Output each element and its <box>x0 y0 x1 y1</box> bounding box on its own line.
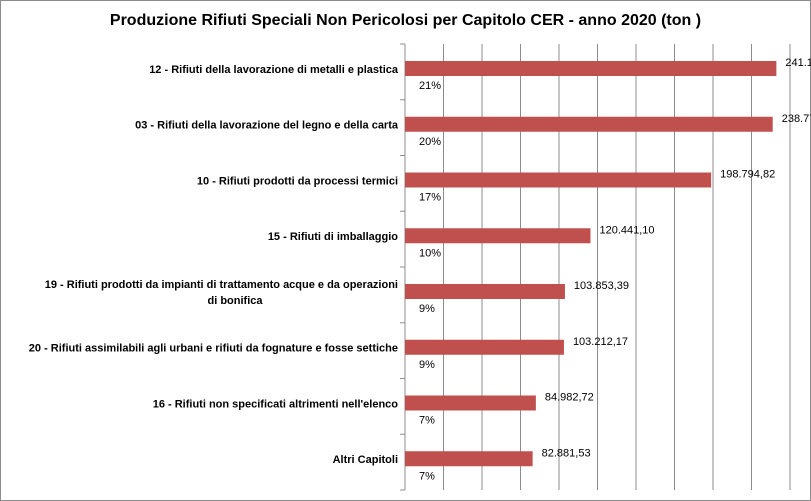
value-label: 103.212,17 <box>573 336 628 348</box>
percent-label: 17% <box>419 192 441 204</box>
category-label: Altri Capitoli <box>333 454 398 466</box>
percent-label: 7% <box>419 470 435 482</box>
category-label: 12 - Rifiuti della lavorazione di metall… <box>149 64 399 76</box>
value-label: 120.441,10 <box>599 224 654 236</box>
percent-label: 9% <box>419 359 435 371</box>
value-label: 82.881,53 <box>542 447 591 459</box>
bar <box>405 228 591 244</box>
value-label: 198.794,82 <box>720 169 775 181</box>
bar <box>405 284 565 299</box>
category-label: di bonifica <box>208 295 264 307</box>
percent-label: 21% <box>419 80 441 92</box>
value-label: 84.982,72 <box>545 392 594 404</box>
bar <box>405 339 564 355</box>
bar <box>405 451 533 467</box>
category-label: 16 - Rifiuti non specificati altrimenti … <box>153 398 399 410</box>
value-label: 241.148,00 <box>785 57 811 69</box>
percent-label: 20% <box>419 136 441 148</box>
value-label: 103.853,39 <box>574 280 629 292</box>
category-label: 15 - Rifiuti di imballaggio <box>268 231 398 243</box>
value-label: 238.776,80 <box>782 113 811 125</box>
percent-label: 10% <box>419 247 441 259</box>
bar <box>405 395 536 411</box>
bar <box>405 61 777 76</box>
chart-title: Produzione Rifiuti Speciali Non Pericolo… <box>109 12 702 29</box>
percent-label: 9% <box>419 303 435 315</box>
category-label: 19 - Rifiuti prodotti da impianti di tra… <box>45 279 398 291</box>
percent-label: 7% <box>419 415 435 427</box>
bar <box>405 172 712 188</box>
category-label: 03 - Rifiuti della lavorazione del legno… <box>135 120 399 132</box>
category-label: 20 - Rifiuti assimilabili agli urbani e … <box>29 343 398 355</box>
bar <box>405 116 773 132</box>
category-label: 10 - Rifiuti prodotti da processi termic… <box>197 175 398 187</box>
